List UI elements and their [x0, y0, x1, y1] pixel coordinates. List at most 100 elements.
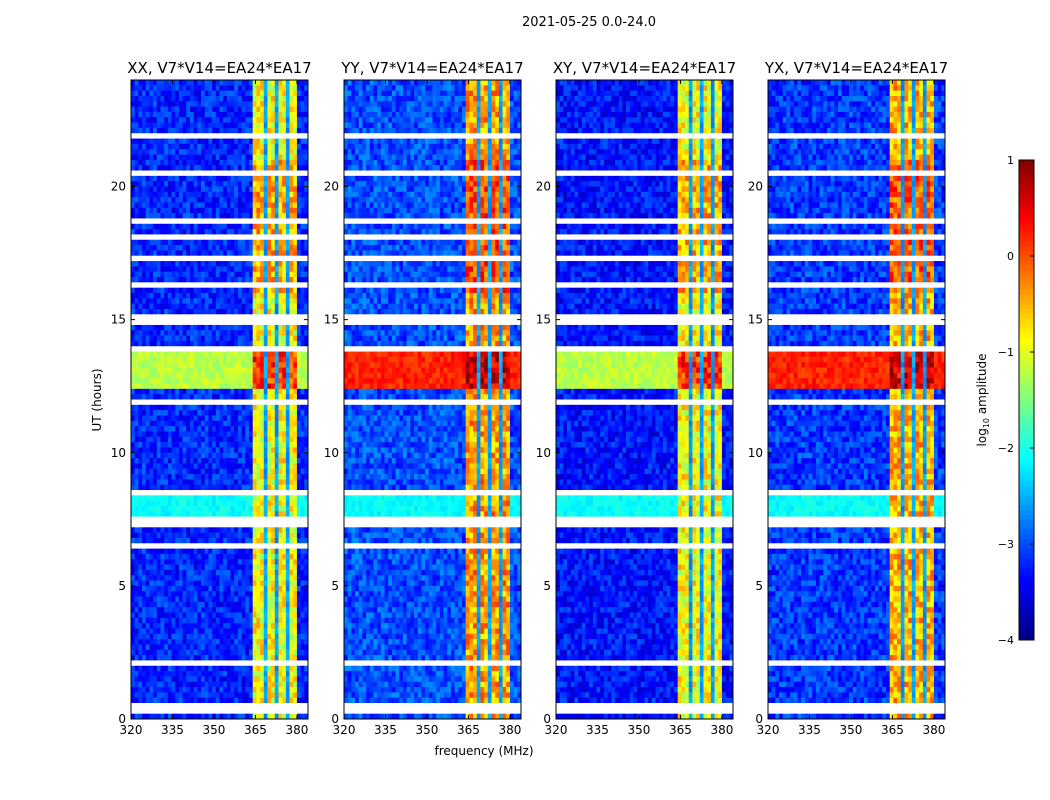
heatmap-cell — [263, 553, 268, 560]
heatmap-cell — [208, 372, 213, 379]
heatmap-cell — [142, 191, 147, 198]
heatmap-cell — [178, 596, 183, 603]
heatmap-cell — [190, 250, 194, 257]
heatmap-cell — [234, 452, 239, 459]
heatmap-cell — [234, 596, 239, 603]
heatmap-cell — [178, 229, 183, 235]
heatmap-cell — [293, 266, 298, 273]
heatmap-cell — [260, 175, 265, 182]
heatmap-cell — [182, 271, 187, 278]
heatmap-cell — [138, 490, 143, 496]
heatmap-cell — [289, 202, 294, 209]
heatmap-cell — [278, 580, 283, 587]
heatmap-cell — [252, 202, 257, 209]
heatmap-cell — [138, 143, 143, 150]
heatmap-cell — [212, 154, 217, 161]
heatmap-cell — [285, 261, 290, 267]
heatmap-cell — [190, 266, 194, 273]
heatmap-cell — [149, 229, 154, 235]
heatmap-cell — [167, 410, 172, 416]
heatmap-cell — [230, 399, 235, 406]
heatmap-cell — [300, 617, 305, 624]
heatmap-cell — [171, 298, 176, 304]
heatmap-cell — [204, 191, 209, 198]
heatmap-cell — [164, 255, 169, 262]
heatmap-cell — [134, 234, 139, 241]
heatmap-cell — [160, 266, 165, 273]
heatmap-cell — [230, 127, 235, 134]
heatmap-cell — [193, 122, 198, 129]
heatmap-cell — [149, 90, 154, 97]
heatmap-cell — [215, 250, 220, 257]
heatmap-cell — [178, 106, 183, 113]
heatmap-cell — [171, 410, 176, 416]
heatmap-cell — [190, 388, 194, 395]
heatmap-cell — [178, 490, 183, 496]
heatmap-cell — [197, 617, 202, 624]
heatmap-cell — [167, 308, 172, 315]
heatmap-cell — [304, 175, 309, 182]
heatmap-cell — [142, 207, 147, 214]
heatmap-cell — [249, 271, 253, 278]
heatmap-cell — [274, 95, 279, 102]
heatmap-cell — [256, 500, 261, 507]
heatmap-cell — [149, 591, 154, 597]
heatmap-cell — [252, 133, 257, 139]
heatmap-cell — [208, 564, 213, 571]
heatmap-cell — [153, 404, 158, 411]
heatmap-cell — [138, 351, 143, 358]
heatmap-cell — [278, 399, 283, 406]
heatmap-cell — [271, 356, 276, 363]
heatmap-cell — [142, 133, 147, 139]
heatmap-cell — [193, 346, 198, 352]
heatmap-cell — [271, 452, 276, 459]
heatmap-cell — [208, 410, 213, 416]
heatmap-cell — [201, 458, 206, 464]
heatmap-cell — [149, 80, 154, 86]
heatmap-cell — [156, 474, 161, 480]
heatmap-cell — [182, 346, 187, 352]
heatmap-cell — [208, 415, 213, 422]
heatmap-cell — [208, 607, 213, 613]
heatmap-cell — [256, 607, 261, 613]
heatmap-cell — [138, 335, 143, 342]
heatmap-cell — [289, 362, 294, 368]
heatmap-cell — [263, 159, 268, 166]
heatmap-cell — [282, 388, 287, 395]
heatmap-cell — [164, 617, 169, 624]
heatmap-cell — [178, 458, 183, 464]
heatmap-cell — [278, 287, 283, 294]
heatmap-cell — [171, 484, 176, 491]
heatmap-cell — [267, 378, 272, 384]
heatmap-cell — [274, 143, 279, 150]
heatmap-cell — [204, 197, 209, 203]
heatmap-cell — [274, 154, 279, 161]
heatmap-cell — [175, 420, 180, 427]
heatmap-cell — [193, 165, 198, 171]
heatmap-cell — [274, 628, 279, 635]
heatmap-cell — [234, 159, 239, 166]
heatmap-cell — [142, 612, 147, 619]
heatmap-cell — [167, 245, 172, 251]
heatmap-cell — [256, 143, 261, 150]
heatmap-cell — [300, 468, 305, 475]
heatmap-cell — [296, 303, 301, 310]
heatmap-cell — [245, 218, 250, 225]
heatmap-cell — [226, 213, 231, 219]
heatmap-cell — [285, 111, 290, 118]
heatmap-cell — [256, 362, 261, 368]
heatmap-cell — [156, 282, 161, 288]
heatmap-cell — [160, 101, 165, 107]
heatmap-cell — [208, 490, 213, 496]
heatmap-cell — [271, 111, 276, 118]
heatmap-cell — [230, 340, 235, 347]
heatmap-cell — [138, 394, 143, 400]
heatmap-cell — [182, 223, 187, 230]
heatmap-cell — [271, 101, 276, 107]
heatmap-cell — [234, 495, 239, 501]
heatmap-cell — [241, 202, 246, 209]
heatmap-cell — [237, 138, 242, 145]
heatmap-cell — [304, 324, 309, 331]
heatmap-cell — [193, 314, 198, 320]
heatmap-cell — [223, 442, 228, 448]
